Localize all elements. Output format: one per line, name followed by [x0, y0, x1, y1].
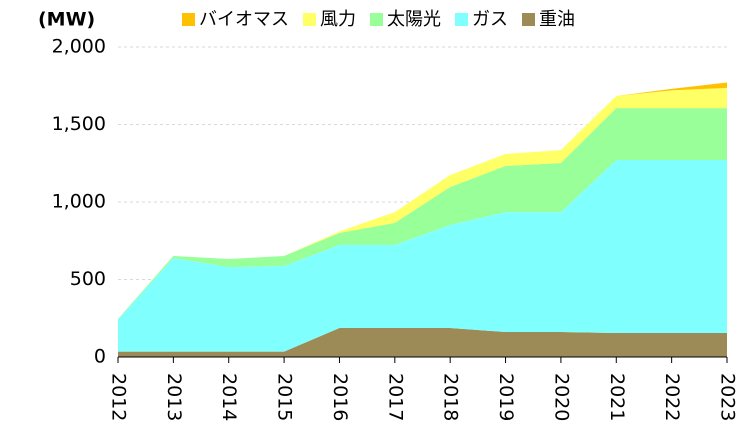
x-tick-label: 2014 — [218, 373, 240, 421]
area — [118, 87, 727, 320]
x-tick-label: 2016 — [329, 373, 351, 421]
x-tick-label: 2022 — [661, 373, 683, 421]
legend-label: ガス — [472, 9, 508, 30]
y-tick-label: 1,500 — [52, 113, 106, 135]
area — [118, 108, 727, 320]
x-tick-label: 2013 — [163, 373, 185, 421]
x-tick-label: 2017 — [384, 373, 406, 421]
legend-swatch — [522, 13, 535, 26]
legend-swatch — [370, 13, 383, 26]
legend-swatch — [455, 13, 468, 26]
legend-label: 重油 — [539, 9, 575, 30]
y-tick-label: 500 — [70, 268, 106, 290]
y-tick-label: 2,000 — [52, 36, 106, 58]
y-axis-label: (MW) — [38, 9, 95, 31]
x-tick-label: 2023 — [717, 373, 739, 421]
x-tick-label: 2021 — [606, 373, 628, 421]
legend-label: バイオマス — [199, 9, 289, 30]
area — [118, 328, 727, 357]
area — [118, 159, 727, 352]
legend-swatch — [303, 13, 316, 26]
x-tick-label: 2018 — [440, 373, 462, 421]
y-tick-label: 0 — [94, 346, 106, 368]
x-tick-label: 2019 — [495, 373, 517, 421]
x-tick-label: 2012 — [108, 373, 130, 421]
legend: バイオマス 風力 太陽光 ガス 重油 — [182, 9, 575, 30]
legend-label: 太陽光 — [387, 9, 441, 30]
x-tick-label: 2015 — [274, 373, 296, 421]
x-tick-label: 2020 — [550, 373, 572, 421]
legend-label: 風力 — [320, 9, 356, 30]
legend-swatch — [182, 13, 195, 26]
y-tick-label: 1,000 — [52, 191, 106, 213]
